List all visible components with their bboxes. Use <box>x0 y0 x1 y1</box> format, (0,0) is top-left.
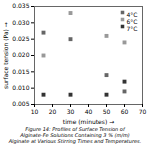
svg-text:6°C: 6°C <box>127 18 138 25</box>
svg-text:60: 60 <box>121 108 129 115</box>
svg-text:0.030: 0.030 <box>12 19 29 26</box>
svg-text:40: 40 <box>85 108 93 115</box>
html-text:Figure 14: Profiles of Surface: Figure 14: Profiles of Surface Tension o… <box>8 126 142 144</box>
svg-text:surface tension (Pa) →: surface tension (Pa) → <box>2 22 9 89</box>
svg-text:0.020: 0.020 <box>12 51 29 58</box>
svg-text:0.035: 0.035 <box>12 2 29 9</box>
svg-text:7°C: 7°C <box>127 25 138 32</box>
svg-text:70: 70 <box>139 108 147 115</box>
svg-text:0.015: 0.015 <box>12 68 29 75</box>
svg-text:30: 30 <box>67 108 75 115</box>
svg-text:0.005: 0.005 <box>12 100 29 107</box>
svg-text:0.010: 0.010 <box>12 84 29 91</box>
svg-text:10: 10 <box>31 108 39 115</box>
svg-text:time (minutes) →: time (minutes) → <box>63 118 114 125</box>
svg-text:4°C: 4°C <box>127 11 138 18</box>
svg-text:20: 20 <box>49 108 57 115</box>
svg-text:0.025: 0.025 <box>12 35 29 42</box>
svg-text:50: 50 <box>103 108 111 115</box>
